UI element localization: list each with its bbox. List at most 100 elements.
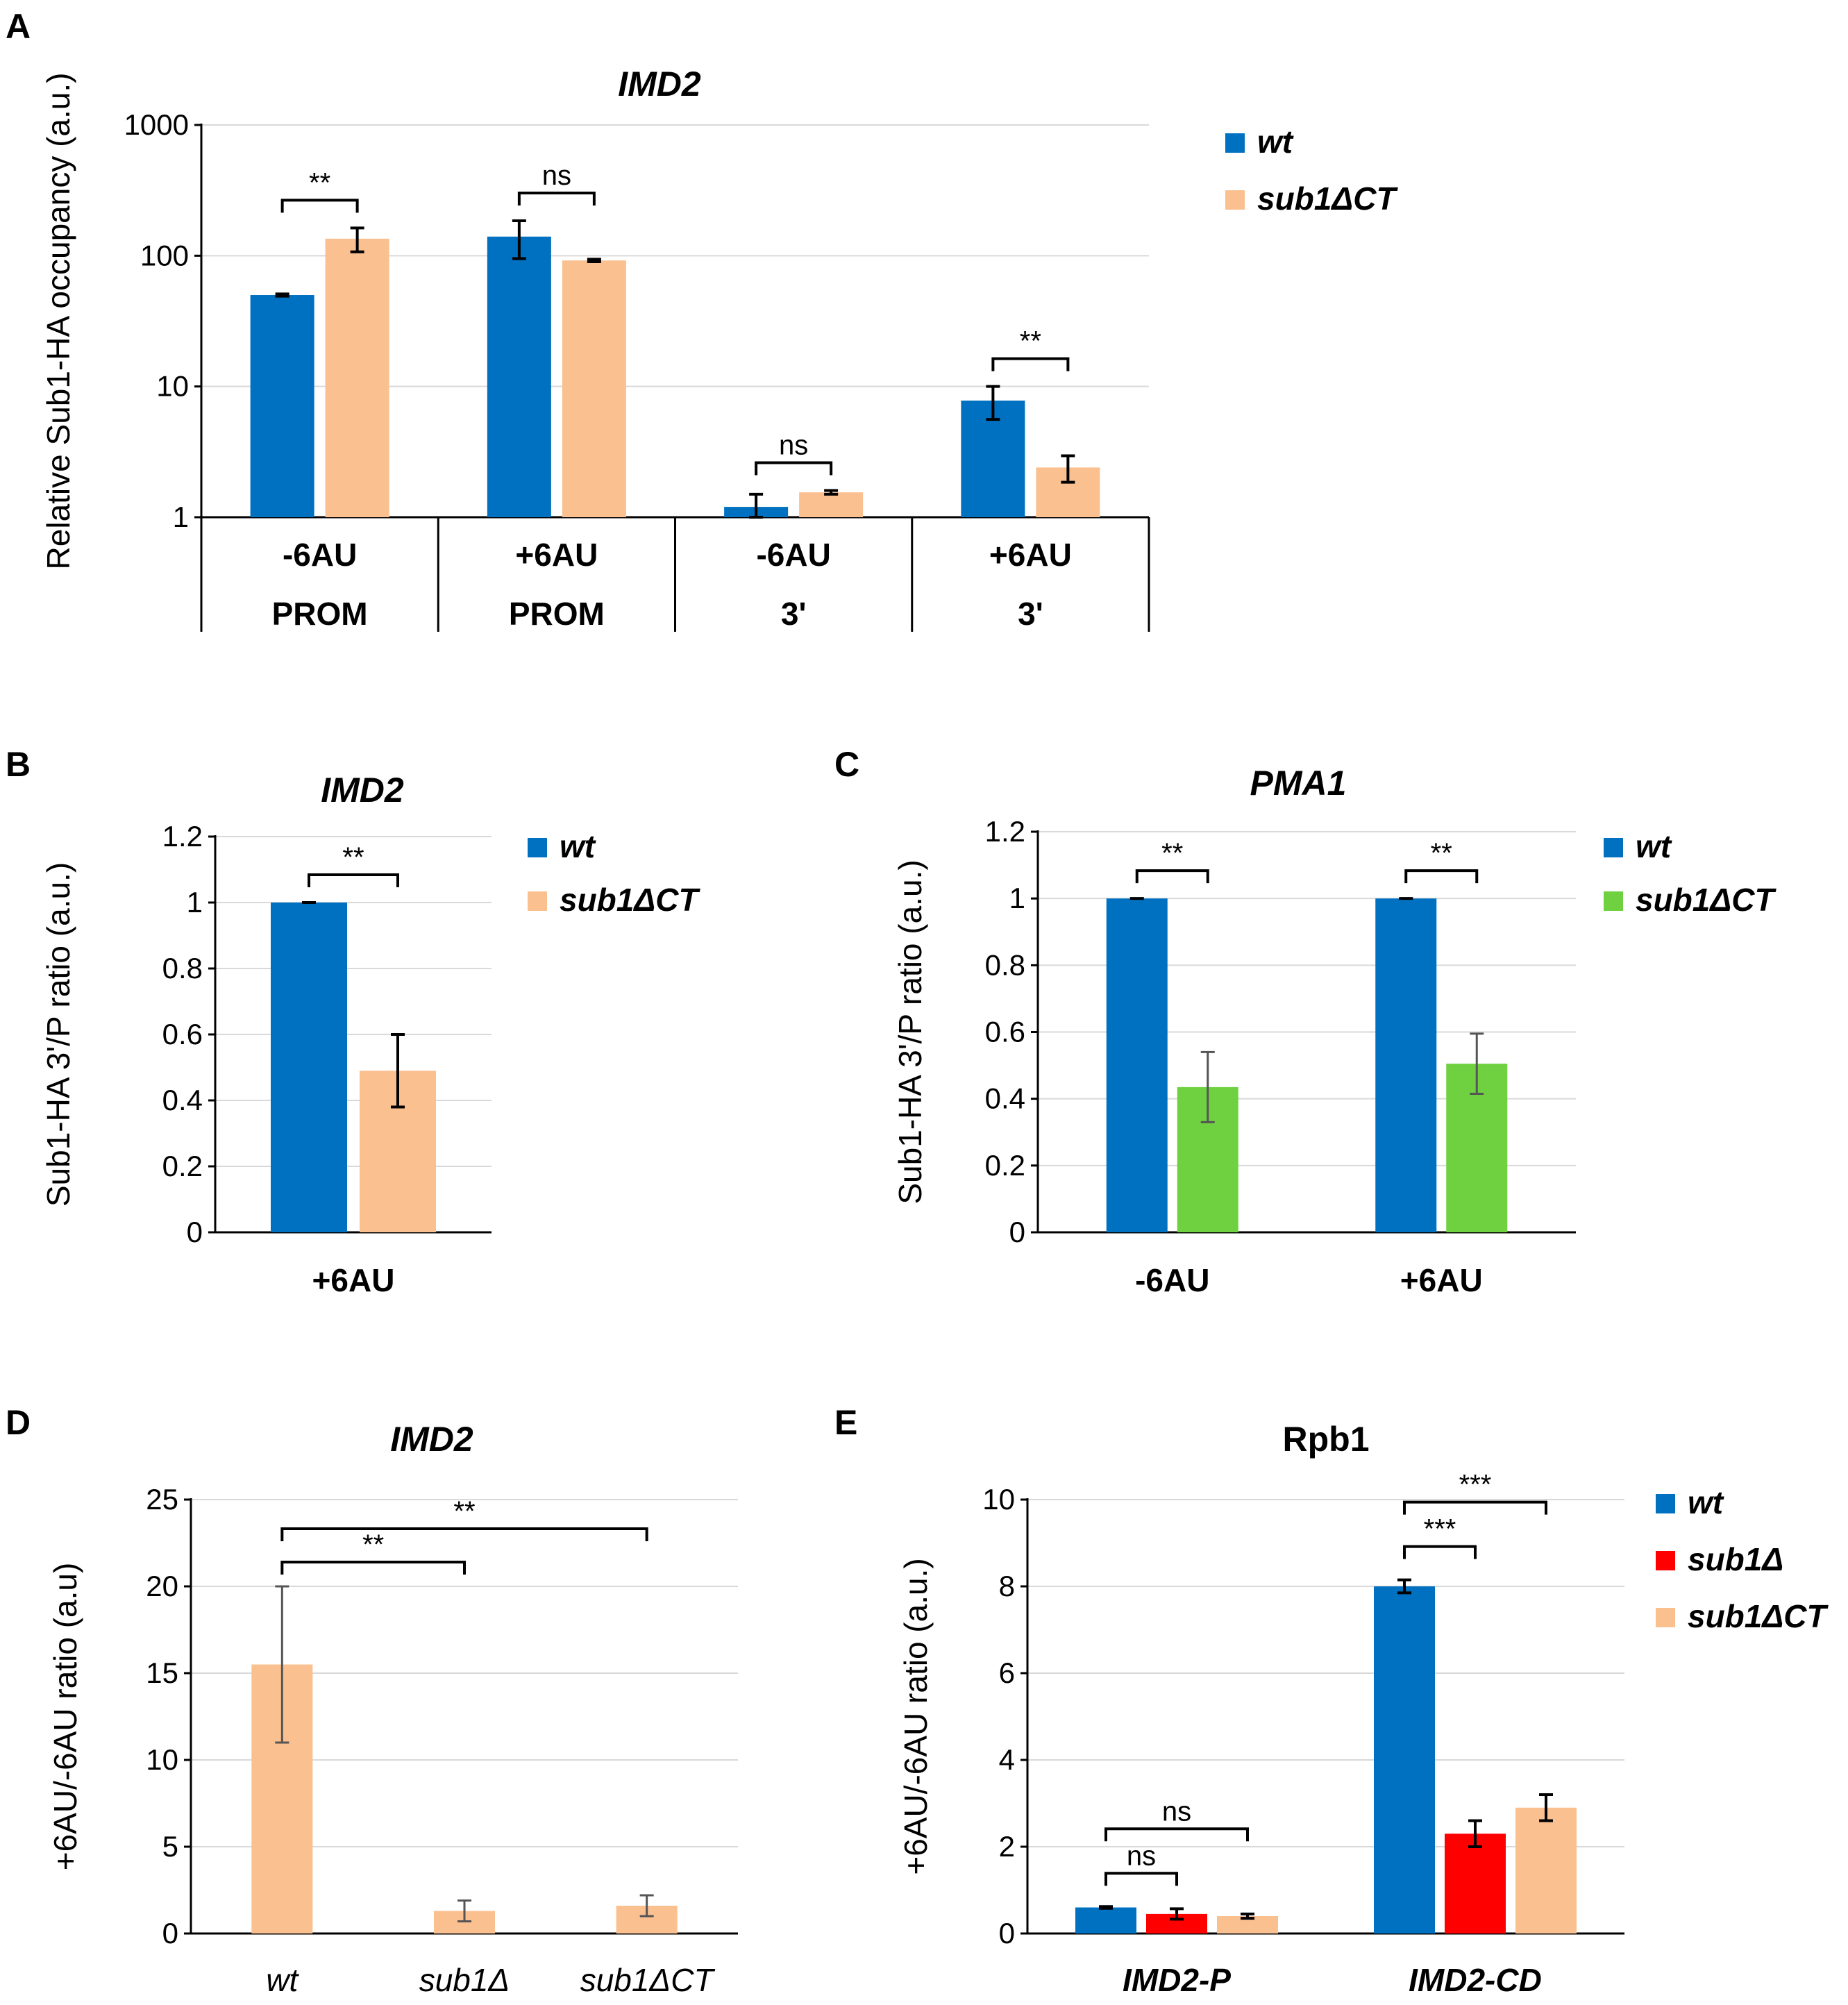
legend-swatch-wt <box>1604 838 1623 857</box>
significance-label: ns <box>1162 1796 1191 1827</box>
x-category-label: +6AU <box>312 1262 395 1298</box>
significance-bracket <box>280 1527 648 1541</box>
chart-title: IMD2 <box>390 1420 473 1459</box>
x-category-sublabel: 3' <box>1018 596 1043 632</box>
x-category-label: -6AU <box>1135 1262 1209 1298</box>
bar-sub1-imd2-cd <box>1445 1834 1506 1933</box>
y-tick-label: 0.2 <box>162 1150 203 1182</box>
significance-label: *** <box>1459 1470 1492 1500</box>
panel-label-c: C <box>834 745 859 784</box>
legend-swatch-wt <box>528 838 547 857</box>
y-tick-label: 0 <box>999 1917 1015 1949</box>
significance-label: ** <box>362 1529 384 1560</box>
legend-swatch-wt <box>1656 1494 1675 1513</box>
y-tick-label: 2 <box>999 1830 1015 1863</box>
x-category-label: -6AU <box>283 537 357 573</box>
significance-bracket <box>1403 1545 1477 1559</box>
chart-title: IMD2 <box>321 771 404 809</box>
y-tick-label: 0 <box>187 1216 203 1248</box>
bar-sub1-ct-imd2-cd <box>1515 1807 1577 1933</box>
bar-wt-6au-prom <box>250 295 314 517</box>
panel-label-a: A <box>6 7 31 46</box>
bar-wt-imd2-cd <box>1374 1586 1435 1933</box>
x-category-label: +6AU <box>1400 1262 1483 1298</box>
y-tick-label: 0.8 <box>985 948 1025 981</box>
x-category-label: sub1Δ <box>419 1962 510 1998</box>
y-tick-label: 0.6 <box>162 1018 203 1050</box>
chart-title: PMA1 <box>1250 764 1347 803</box>
chart-e: Rpb1 +6AU/-6AU ratio (a.u.) 0 2 4 6 8 10 IMD2-P I… <box>898 1420 1829 1998</box>
significance-label: ** <box>1431 838 1452 869</box>
significance-bracket <box>1104 1872 1178 1886</box>
chart-b: IMD2 Sub1-HA 3'/P ratio (a.u.) 0 0.2 0.4 0.6 0… <box>40 771 700 1298</box>
y-tick-label: 10 <box>982 1483 1015 1516</box>
bar-sub1-ct-6au-3 <box>799 492 864 517</box>
y-axis-label: Relative Sub1-HA occupancy (a.u.) <box>40 73 76 570</box>
panel-label-e: E <box>834 1403 857 1442</box>
bar-wt-6au-prom <box>487 236 551 517</box>
y-tick-label: 1 <box>173 501 189 533</box>
significance-label: ** <box>342 842 364 873</box>
legend-swatch-sub1-ct <box>528 891 547 911</box>
x-category-sublabel: PROM <box>272 596 368 632</box>
bar-wt-6au <box>271 903 347 1232</box>
x-category-sublabel: 3' <box>781 596 807 632</box>
x-category-label: sub1ΔCT <box>580 1962 716 1998</box>
significance-bracket <box>991 357 1070 371</box>
bar-wt-6au <box>1375 898 1437 1232</box>
legend-swatch-wt <box>1225 133 1245 153</box>
y-axis-label: +6AU/-6AU ratio (a.u.) <box>898 1558 934 1874</box>
legend-label-wt: wt <box>1688 1484 1724 1520</box>
legend-swatch-sub1-ct <box>1225 190 1245 210</box>
y-tick-label: 0.4 <box>162 1084 203 1116</box>
x-category-label: +6AU <box>989 537 1072 573</box>
legend-label-wt: wt <box>1636 828 1672 864</box>
chart-c: PMA1 Sub1-HA 3'/P ratio (a.u.) 0 0.2 0.4 0.6 0… <box>892 764 1776 1298</box>
legend-label-sub1-ct: sub1ΔCT <box>1257 181 1398 217</box>
chart-a: IMD2 Relative Sub1-HA occupancy (a.u.) 1 10… <box>40 65 1398 632</box>
x-category-label: IMD2-CD <box>1409 1962 1542 1998</box>
y-tick-label: 1.2 <box>162 820 203 853</box>
x-category-label: +6AU <box>515 537 598 573</box>
y-tick-label: 1000 <box>124 108 189 141</box>
y-tick-label: 6 <box>999 1656 1015 1689</box>
legend-label-sub1-ct: sub1ΔCT <box>560 882 700 918</box>
legend-label-wt: wt <box>1257 124 1294 160</box>
significance-bracket <box>755 461 833 476</box>
legend-label-sub1-ct: sub1ΔCT <box>1688 1598 1829 1634</box>
significance-bracket <box>517 192 596 206</box>
chart-title: Rpb1 <box>1283 1420 1370 1459</box>
significance-label: ** <box>1161 838 1183 869</box>
x-category-sublabel: PROM <box>509 596 605 632</box>
chart-title: IMD2 <box>618 65 701 103</box>
legend-swatch-sub1-ct <box>1656 1608 1675 1627</box>
legend-label-sub1: sub1Δ <box>1688 1541 1783 1577</box>
y-tick-label: 0 <box>162 1917 178 1949</box>
legend-swatch-sub1-ct <box>1604 891 1623 911</box>
bar-sub1-ct-6au-prom <box>325 238 389 517</box>
y-tick-label: 0.4 <box>985 1082 1025 1115</box>
significance-label: ns <box>1127 1840 1156 1871</box>
y-tick-label: 15 <box>146 1656 178 1689</box>
significance-bracket <box>1104 1827 1249 1842</box>
y-tick-label: 20 <box>146 1570 178 1602</box>
y-tick-label: 1 <box>1009 882 1025 914</box>
y-tick-label: 1 <box>187 886 203 918</box>
y-tick-label: 4 <box>999 1743 1015 1776</box>
significance-label: ns <box>542 160 571 191</box>
y-axis-label: Sub1-HA 3'/P ratio (a.u.) <box>40 862 76 1207</box>
significance-label: ** <box>453 1496 475 1527</box>
bar-wt-imd2-p <box>1075 1907 1136 1933</box>
significance-bracket <box>1135 869 1209 884</box>
y-tick-label: 8 <box>999 1570 1015 1602</box>
chart-d: IMD2 +6AU/-6AU ratio (a.u) 0 5 10 15 20 25 wt sub… <box>47 1420 738 1998</box>
panel-label-d: D <box>6 1403 31 1442</box>
y-axis-label: +6AU/-6AU ratio (a.u) <box>47 1563 83 1871</box>
y-tick-label: 0.6 <box>985 1016 1025 1048</box>
panel-label-b: B <box>6 745 31 784</box>
significance-bracket <box>308 873 399 887</box>
significance-label: *** <box>1424 1514 1456 1545</box>
significance-bracket <box>1404 869 1479 884</box>
x-category-label: IMD2-P <box>1123 1962 1231 1998</box>
